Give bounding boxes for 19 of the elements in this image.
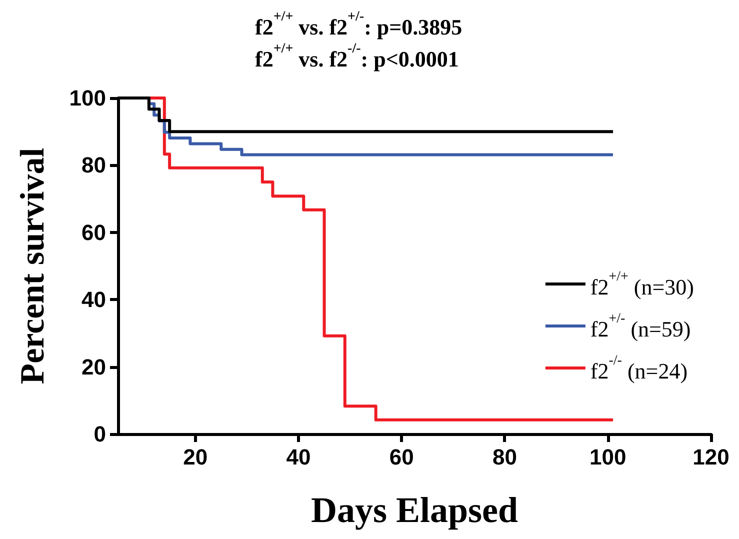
x-axis-title: Days Elapsed	[310, 490, 518, 530]
legend-label: f2-/- (n=24)	[590, 354, 688, 384]
x-tick-label: 40	[286, 444, 311, 470]
x-tick-label: 20	[183, 444, 208, 470]
x-tick-label: 120	[692, 444, 730, 470]
legend-label: f2+/+ (n=30)	[590, 270, 694, 300]
y-tick-label: 0	[94, 422, 106, 446]
x-tick-label: 100	[590, 444, 626, 470]
y-axis-title: Percent survival	[14, 148, 52, 384]
y-tick-label: 40	[82, 287, 106, 312]
y-tick-label: 80	[82, 152, 106, 178]
text: f2+/+ vs. f2-/-: p<0.0001	[255, 42, 459, 72]
y-tick-label: 60	[82, 220, 106, 245]
legend-label: f2+/- (n=59)	[590, 312, 691, 342]
x-tick-label: 80	[492, 444, 517, 470]
x-tick-label: 60	[389, 444, 414, 470]
y-tick-label: 100	[69, 86, 106, 110]
text: f2+/+ vs. f2+/-: p=0.3895	[255, 10, 462, 40]
y-tick-label: 20	[82, 354, 106, 380]
